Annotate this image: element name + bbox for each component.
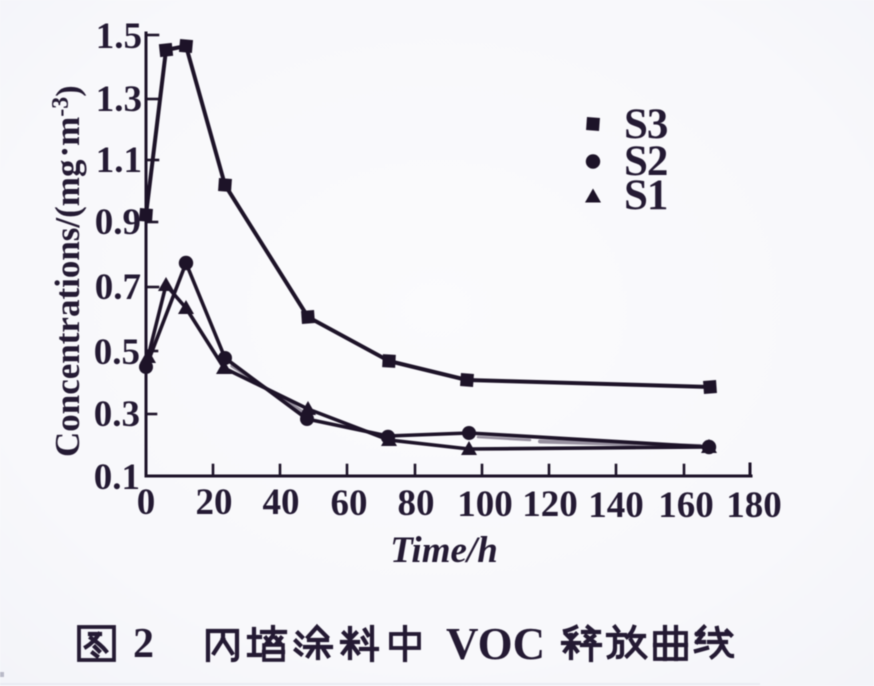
svg-text:60: 60 <box>331 483 368 524</box>
svg-text:S2: S2 <box>624 138 667 185</box>
svg-text:Concentrations/(mg·m-3): Concentrations/(mg·m-3) <box>45 85 87 457</box>
svg-text:0.7: 0.7 <box>95 267 141 308</box>
svg-text:160: 160 <box>658 485 714 526</box>
svg-text:100: 100 <box>457 484 513 525</box>
svg-text:2: 2 <box>133 621 154 667</box>
svg-text:0: 0 <box>137 482 156 523</box>
svg-text:20: 20 <box>196 482 233 523</box>
svg-text:S3: S3 <box>624 101 668 148</box>
svg-text:1.3: 1.3 <box>96 79 142 120</box>
svg-text:180: 180 <box>726 485 782 526</box>
svg-text:80: 80 <box>398 483 435 524</box>
svg-text:0.5: 0.5 <box>94 332 140 373</box>
svg-text:0.9: 0.9 <box>95 202 141 243</box>
svg-text:1.1: 1.1 <box>96 140 142 181</box>
svg-text:S1: S1 <box>624 172 667 219</box>
svg-text:0.3: 0.3 <box>94 394 140 435</box>
svg-text:VOC: VOC <box>446 619 545 669</box>
svg-text:Time/h: Time/h <box>390 530 498 571</box>
svg-text:40: 40 <box>263 482 300 523</box>
svg-text:0.1: 0.1 <box>94 457 140 498</box>
svg-text:1.5: 1.5 <box>96 16 142 57</box>
svg-text:140: 140 <box>588 485 644 526</box>
svg-text:120: 120 <box>522 484 578 525</box>
